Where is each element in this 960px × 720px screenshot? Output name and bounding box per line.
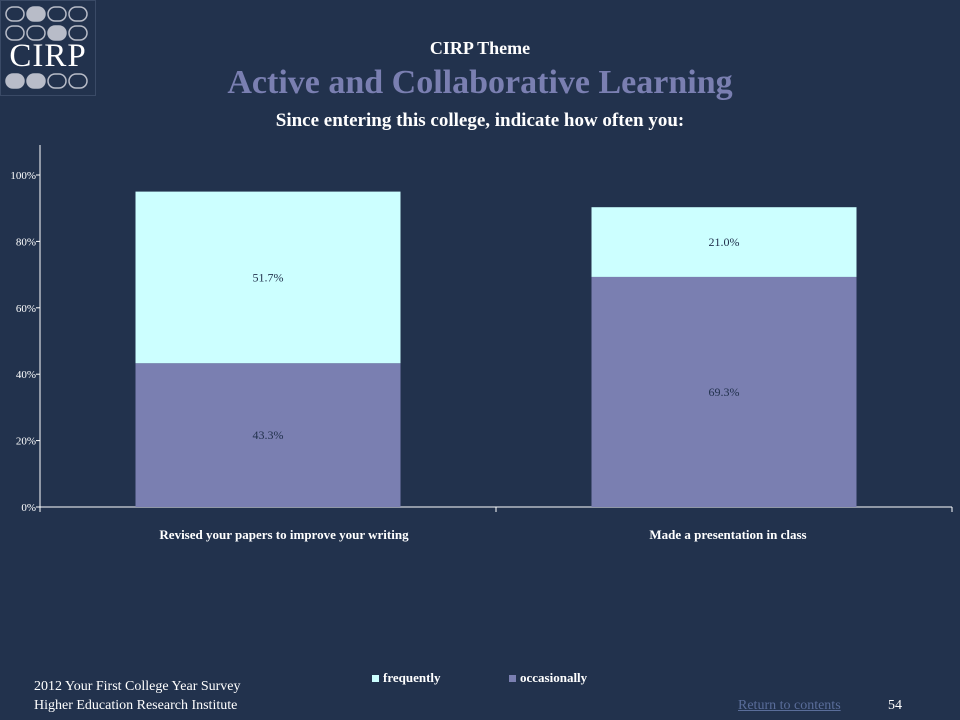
logo-dot	[68, 6, 88, 22]
logo-dot	[26, 25, 46, 41]
y-tick-label: 60%	[16, 303, 36, 315]
logo-dot	[26, 6, 46, 22]
bar-occasionally	[135, 363, 401, 507]
data-label-occasionally: 43.3%	[253, 428, 284, 442]
logo-dot	[5, 25, 25, 41]
return-to-contents-link[interactable]: Return to contents	[738, 698, 841, 713]
theme-label: CIRP Theme	[429, 38, 531, 58]
y-tick-label: 80%	[16, 236, 36, 248]
cirp-logo: CIRP	[0, 0, 96, 96]
chart-subtitle: Since entering this college, indicate ho…	[275, 110, 685, 131]
y-tick-label: 40%	[16, 369, 36, 381]
legend-swatch-frequently	[372, 674, 379, 682]
legend-swatch-occasionally	[509, 674, 516, 682]
chart-legend: frequently occasionally	[0, 670, 960, 688]
logo-dot	[47, 73, 67, 89]
logo-dot	[5, 73, 25, 89]
legend-item-frequently: frequently	[372, 670, 441, 686]
category-label-presentation: Made a presentation in class	[649, 527, 807, 542]
logo-dot	[5, 6, 25, 22]
bar-frequently	[135, 191, 401, 364]
category-label-revised-papers: Revised your papers to improve your writ…	[159, 527, 409, 542]
page-number: 54	[888, 698, 902, 713]
legend-label-occasionally: occasionally	[520, 670, 588, 685]
bar-frequently	[591, 207, 857, 277]
logo-dot	[26, 73, 46, 89]
data-label-occasionally: 69.3%	[709, 385, 740, 399]
logo-dot	[47, 6, 67, 22]
y-tick-label: 20%	[16, 436, 36, 448]
svg-text:CIRP: CIRP	[9, 38, 86, 74]
logo-dot	[47, 25, 67, 41]
footer-survey-name: 2012 Your First College Year Survey	[34, 679, 241, 694]
logo-dot	[68, 25, 88, 41]
stacked-bar-chart: 0% 20% 40% 60% 80% 100% 43.3% 51.7% 69.3% 21.0%	[10, 145, 953, 514]
legend-label-frequently: frequently	[383, 670, 441, 685]
bar-occasionally	[591, 276, 857, 507]
logo-dot	[68, 73, 88, 89]
footer-institute: Higher Education Research Institute	[34, 698, 238, 713]
y-tick-label: 0%	[21, 502, 36, 514]
data-label-frequently: 51.7%	[253, 270, 284, 284]
data-label-frequently: 21.0%	[709, 235, 740, 249]
y-tick-label: 100%	[10, 170, 36, 182]
page-title: Active and Collaborative Learning	[227, 64, 733, 101]
legend-item-occasionally: occasionally	[509, 670, 587, 686]
